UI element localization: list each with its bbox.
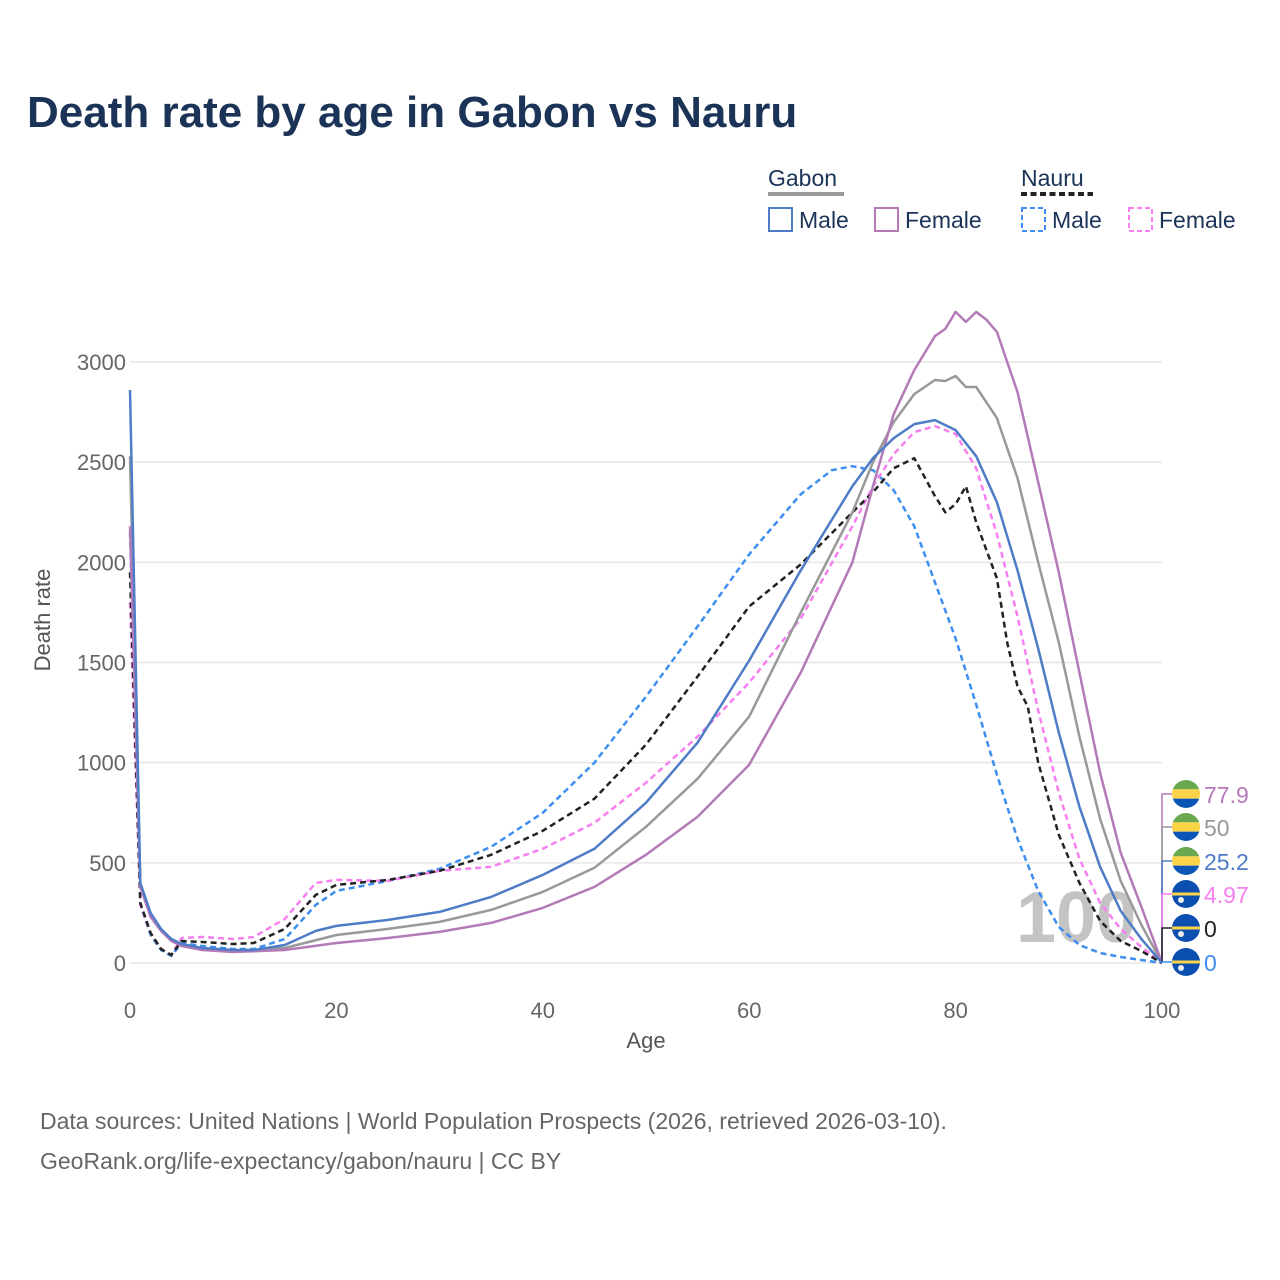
x-tick-label: 80: [943, 998, 967, 1023]
nauru-flag-icon: [1172, 880, 1200, 908]
y-axis-label: Death rate: [30, 569, 55, 672]
end-label-connector: [1161, 826, 1172, 963]
end-label-value: 4.97: [1204, 882, 1249, 908]
chart-title: Death rate by age in Gabon vs Nauru: [27, 88, 798, 137]
end-label-connector: [1161, 793, 1172, 963]
y-tick-label: 1500: [77, 651, 126, 676]
end-label-connector: [1161, 860, 1172, 963]
nauru-flag-icon: [1172, 914, 1200, 942]
legend-swatch[interactable]: [1021, 207, 1046, 232]
legend-swatch[interactable]: [874, 207, 899, 232]
end-label-value: 0: [1204, 950, 1217, 976]
series-line-nauru-female: [128, 424, 1163, 964]
legend-item-label[interactable]: Female: [905, 207, 982, 233]
series-line-nauru-male: [128, 464, 1163, 965]
nauru-flag-icon: [1172, 948, 1200, 976]
source-line-2[interactable]: GeoRank.org/life-expectancy/gabon/nauru …: [40, 1148, 562, 1174]
gabon-flag-icon: [1172, 813, 1200, 841]
series-line-nauru: [128, 456, 1163, 965]
end-label-connector: [1161, 961, 1172, 963]
legend-swatch[interactable]: [1128, 207, 1153, 232]
gabon-flag-icon: [1172, 780, 1200, 808]
end-label-connector: [1161, 927, 1172, 963]
legend-item-label[interactable]: Male: [799, 207, 849, 233]
legend-item-label[interactable]: Male: [1052, 207, 1102, 233]
series-line-gabon-male: [128, 389, 1163, 964]
x-tick-label: 60: [737, 998, 761, 1023]
y-tick-label: 0: [114, 951, 126, 976]
y-tick-label: 3000: [77, 350, 126, 375]
x-tick-label: 0: [124, 998, 136, 1023]
y-tick-label: 1000: [77, 751, 126, 776]
source-line-1: Data sources: United Nations | World Pop…: [40, 1108, 947, 1134]
watermark-age: 100: [1016, 878, 1136, 958]
end-label-value: 25.2: [1204, 849, 1249, 875]
series-line-gabon-female: [128, 310, 1164, 964]
y-tick-label: 2000: [77, 550, 126, 575]
x-tick-label: 100: [1144, 998, 1181, 1023]
y-tick-label: 2500: [77, 450, 126, 475]
y-tick-label: 500: [89, 851, 126, 876]
x-tick-label: 20: [324, 998, 348, 1023]
end-label-value: 50: [1204, 815, 1230, 841]
gabon-flag-icon: [1172, 847, 1200, 875]
x-tick-label: 40: [531, 998, 555, 1023]
legend-group-gabon: Gabon: [768, 165, 837, 191]
end-label-value: 0: [1204, 916, 1217, 942]
legend-group-nauru: Nauru: [1021, 165, 1084, 191]
series-line-gabon: [128, 374, 1164, 964]
x-axis-label: Age: [626, 1028, 665, 1053]
legend-swatch[interactable]: [768, 207, 793, 232]
legend-item-label[interactable]: Female: [1159, 207, 1236, 233]
end-label-value: 77.9: [1204, 782, 1249, 808]
